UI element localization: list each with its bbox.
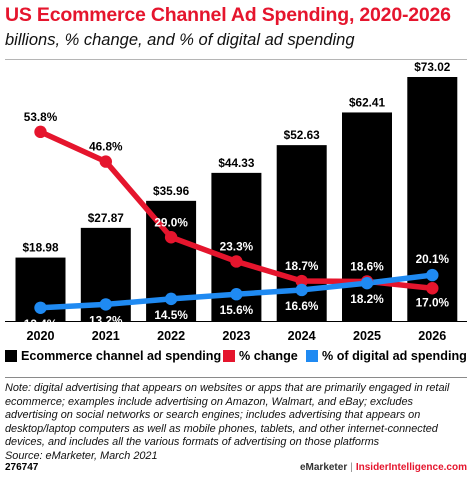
share-label-2025: 18.2% bbox=[350, 292, 384, 306]
bar-2025 bbox=[342, 112, 392, 321]
point-share-2025 bbox=[360, 276, 374, 290]
note-divider bbox=[5, 377, 467, 378]
legend-label-change: % change bbox=[239, 349, 298, 363]
x-tick-2020: 2020 bbox=[26, 329, 54, 343]
change-label-2021: 46.8% bbox=[89, 140, 123, 154]
change-label-2023: 23.3% bbox=[220, 239, 254, 253]
chart-plot: $18.98 2020 $27.87 2021 $35.96 2022 $44.33 2023… bbox=[5, 60, 467, 343]
legend-item-change: % change bbox=[223, 349, 298, 363]
point-change-2023 bbox=[230, 255, 243, 268]
brand: eMarketer | InsiderIntelligence.com bbox=[300, 462, 467, 473]
point-share-2020 bbox=[34, 301, 47, 314]
chart-id: 276747 bbox=[5, 462, 39, 473]
legend-swatch-share bbox=[306, 350, 318, 362]
x-tick-2026: 2026 bbox=[418, 329, 446, 343]
share-label-2026: 20.1% bbox=[416, 252, 450, 266]
legend-item-spending: Ecommerce channel ad spending bbox=[5, 349, 221, 363]
x-tick-2023: 2023 bbox=[222, 329, 250, 343]
point-share-2026 bbox=[426, 268, 439, 282]
point-change-2024 bbox=[295, 274, 308, 288]
change-label-2020: 53.8% bbox=[24, 110, 58, 124]
bar-label-2022: $35.96 bbox=[153, 184, 190, 198]
bar-label-2026: $73.02 bbox=[414, 60, 451, 74]
source-text: Source: eMarketer, March 2021 bbox=[5, 449, 158, 462]
legend-label-spending: Ecommerce channel ad spending bbox=[21, 349, 222, 363]
bar-label-2021: $27.87 bbox=[88, 211, 125, 225]
brand-emarketer: eMarketer bbox=[299, 462, 348, 473]
legend-item-share: % of digital ad spending bbox=[306, 349, 467, 363]
title-divider bbox=[5, 59, 467, 60]
point-change-2020 bbox=[34, 125, 47, 139]
x-tick-2022: 2022 bbox=[157, 329, 185, 343]
x-tick-2024: 2024 bbox=[288, 329, 316, 343]
share-label-2024: 16.6% bbox=[285, 299, 319, 313]
legend: Ecommerce channel ad spending % change %… bbox=[5, 349, 467, 365]
chart-title: US Ecommerce Channel Ad Spending, 2020-2… bbox=[5, 4, 451, 26]
bar-label-2024: $52.63 bbox=[284, 128, 321, 142]
legend-swatch-spending bbox=[5, 350, 17, 362]
change-label-2026: 17.0% bbox=[416, 295, 450, 309]
note-text: Note: digital advertising that appears o… bbox=[5, 382, 450, 449]
brand-insiderintelligence: InsiderIntelligence.com bbox=[355, 462, 467, 473]
chart-subtitle: billions, % change, and % of digital ad … bbox=[5, 31, 355, 49]
bar-label-2020: $18.98 bbox=[22, 241, 59, 255]
share-label-2020: 12.4% bbox=[24, 317, 58, 331]
share-label-2021: 13.2% bbox=[89, 313, 123, 327]
point-share-2022 bbox=[164, 292, 178, 306]
footer: 276747 eMarketer | InsiderIntelligence.com bbox=[5, 462, 467, 476]
x-tick-2021: 2021 bbox=[92, 329, 120, 343]
point-share-2023 bbox=[230, 288, 243, 301]
legend-swatch-change bbox=[223, 350, 235, 362]
change-label-2024: 18.7% bbox=[285, 259, 319, 273]
point-share-2021 bbox=[99, 298, 113, 311]
note-block: Note: digital advertising that appears o… bbox=[5, 382, 467, 464]
share-label-2023: 15.6% bbox=[220, 303, 254, 317]
change-label-2025: 18.6% bbox=[350, 259, 384, 273]
x-tick-2025: 2025 bbox=[353, 329, 381, 343]
point-change-2022 bbox=[164, 231, 178, 244]
legend-label-share: % of digital ad spending bbox=[322, 349, 467, 363]
share-label-2022: 14.5% bbox=[154, 308, 188, 322]
bar-label-2025: $62.41 bbox=[349, 95, 386, 109]
point-share-2024 bbox=[295, 283, 308, 297]
point-change-2021 bbox=[99, 155, 113, 168]
bar-label-2023: $44.33 bbox=[218, 156, 255, 170]
brand-separator: | bbox=[350, 462, 353, 473]
change-label-2022: 29.0% bbox=[154, 215, 188, 229]
point-change-2026 bbox=[426, 282, 439, 295]
